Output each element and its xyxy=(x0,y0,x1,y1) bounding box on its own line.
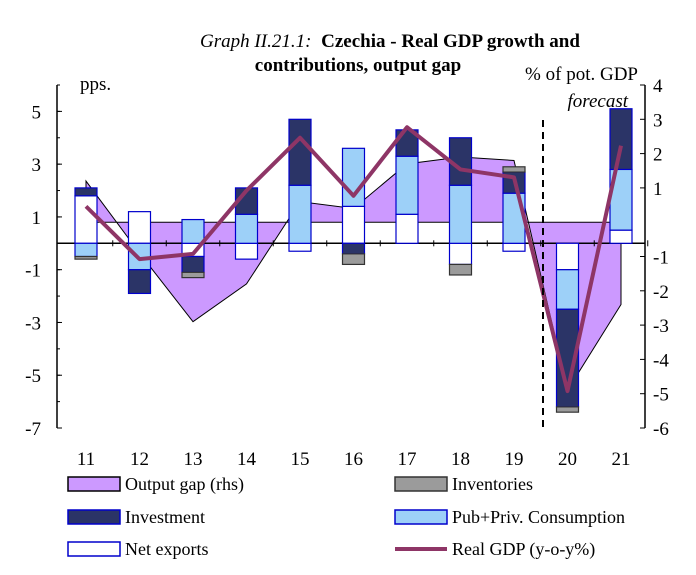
bar-net-exports xyxy=(341,205,366,244)
bar-pub-priv-consumption xyxy=(74,242,98,258)
real-gdp-line xyxy=(84,125,623,394)
bar-investment xyxy=(181,255,205,273)
legend-label-output-gap-rhs: Output gap (rhs) xyxy=(125,474,244,495)
x-tick-label: 11 xyxy=(77,449,95,470)
x-tick-label: 17 xyxy=(398,449,417,470)
legend-swatch-output-gap-rhs xyxy=(67,476,121,492)
bar-net-exports xyxy=(74,195,98,244)
bar-net-exports xyxy=(448,242,473,266)
chart-title-line1: Graph II.21.1: Czechia - Real GDP growth… xyxy=(200,31,580,52)
legend-swatch-inventories xyxy=(394,476,448,492)
x-tick-label: 15 xyxy=(291,449,310,470)
legend-swatch-pub-priv-consumption xyxy=(394,509,448,525)
bar-investment xyxy=(288,118,312,186)
left-axis-unit: pps. xyxy=(80,74,111,95)
left-tick-label: -1 xyxy=(25,261,41,282)
x-tick-label: 18 xyxy=(451,449,470,470)
legend: Output gap (rhs) Inventories Investment Pub… xyxy=(67,474,625,560)
legend-label-net-exports: Net exports xyxy=(125,539,208,559)
x-tick-label: 12 xyxy=(130,449,149,470)
legend-label-investment: Investment xyxy=(125,507,205,527)
right-tick-label: -6 xyxy=(653,419,669,440)
bar-pub-priv-consumption xyxy=(395,155,419,215)
right-tick-label: -1 xyxy=(653,248,669,269)
bar-investment xyxy=(341,242,366,255)
left-tick-label: -5 xyxy=(25,366,41,387)
left-tick-label: 5 xyxy=(32,102,42,123)
legend-swatch-investment xyxy=(67,509,121,525)
x-tick-label: 21 xyxy=(612,449,631,470)
bar-pub-priv-consumption xyxy=(288,184,312,244)
bar-investment xyxy=(609,108,633,171)
bar-inventories xyxy=(341,253,366,266)
bar-net-exports xyxy=(395,213,419,244)
right-tick-label: -5 xyxy=(653,385,669,406)
right-tick-label: 4 xyxy=(653,76,663,97)
gdp-line-layer xyxy=(84,125,623,394)
chart-title-line2: contributions, output gap xyxy=(255,55,461,76)
left-tick-label: -3 xyxy=(25,313,41,334)
legend-label-pub-priv-consumption: Pub+Priv. Consumption xyxy=(452,507,625,527)
right-tick-label: 2 xyxy=(653,145,663,166)
legend-label-inventories: Inventories xyxy=(452,474,533,494)
left-tick-label: -7 xyxy=(25,419,41,440)
right-tick-label: -4 xyxy=(653,350,669,371)
x-tick-label: 13 xyxy=(184,449,203,470)
bar-inventories xyxy=(448,263,473,276)
x-tick-label: 19 xyxy=(505,449,524,470)
legend-swatch-net-exports xyxy=(67,541,121,557)
bar-net-exports xyxy=(288,242,312,252)
bar-pub-priv-consumption xyxy=(448,184,473,244)
bar-net-exports xyxy=(609,229,633,244)
right-tick-label: -2 xyxy=(653,282,669,303)
chart-title-bold-1: Czechia - Real GDP growth and xyxy=(321,31,580,52)
right-tick-label: 1 xyxy=(653,179,663,200)
bar-pub-priv-consumption xyxy=(181,218,205,244)
chart-title-prefix: Graph II.21.1: xyxy=(200,31,311,52)
x-tick-label: 16 xyxy=(344,449,363,470)
left-tick-label: 1 xyxy=(32,208,42,229)
bar-net-exports xyxy=(502,242,526,252)
bar-pub-priv-consumption xyxy=(234,213,259,244)
x-tick-label: 14 xyxy=(237,449,257,470)
bar-inventories xyxy=(555,406,580,413)
bar-inventories xyxy=(74,255,98,260)
bar-net-exports xyxy=(127,211,152,244)
bar-net-exports xyxy=(234,242,259,260)
left-tick-label: 3 xyxy=(32,155,42,176)
right-tick-label: 3 xyxy=(653,110,663,131)
bar-inventories xyxy=(181,271,205,279)
right-tick-label: -3 xyxy=(653,316,669,337)
legend-label-real-gdp-y-o-y: Real GDP (y-o-y%) xyxy=(452,539,595,560)
bar-net-exports xyxy=(555,242,580,271)
right-axis-unit: % of pot. GDP xyxy=(525,64,638,85)
forecast-label: forecast xyxy=(567,91,628,112)
x-tick-label: 20 xyxy=(558,449,577,470)
bar-investment xyxy=(127,269,152,295)
bar-pub-priv-consumption xyxy=(555,269,580,310)
bar-inventories xyxy=(502,166,526,173)
bar-investment xyxy=(74,187,98,197)
